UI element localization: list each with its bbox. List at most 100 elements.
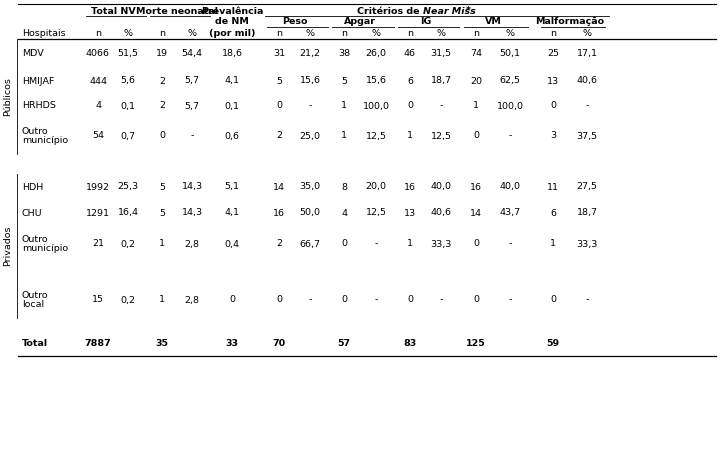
Text: 5: 5 xyxy=(276,76,282,86)
Text: -: - xyxy=(585,295,589,304)
Text: 54: 54 xyxy=(92,131,104,141)
Text: %: % xyxy=(437,29,445,37)
Text: -: - xyxy=(508,239,512,248)
Text: Hospitais: Hospitais xyxy=(22,29,66,37)
Text: 6: 6 xyxy=(550,208,556,217)
Text: 35: 35 xyxy=(156,339,169,349)
Text: 83: 83 xyxy=(403,339,416,349)
Text: (por mil): (por mil) xyxy=(209,29,256,37)
Text: n: n xyxy=(159,29,165,37)
Text: -: - xyxy=(308,101,312,111)
Text: 18,7: 18,7 xyxy=(576,208,597,217)
Text: %: % xyxy=(371,29,381,37)
Text: -: - xyxy=(439,101,442,111)
Text: 19: 19 xyxy=(156,49,168,58)
Text: 0,2: 0,2 xyxy=(120,295,135,304)
Text: n: n xyxy=(407,29,413,37)
Text: 37,5: 37,5 xyxy=(576,131,597,141)
Text: 15,6: 15,6 xyxy=(300,76,321,86)
Text: município: município xyxy=(22,244,68,253)
Text: 8: 8 xyxy=(341,182,347,192)
Text: 1291: 1291 xyxy=(86,208,110,217)
Text: -: - xyxy=(585,101,589,111)
Text: 46: 46 xyxy=(404,49,416,58)
Text: 0: 0 xyxy=(276,295,282,304)
Text: 20: 20 xyxy=(470,76,482,86)
Text: Total: Total xyxy=(22,339,48,349)
Text: 2,8: 2,8 xyxy=(185,295,200,304)
Text: 5: 5 xyxy=(159,208,165,217)
Text: *: * xyxy=(466,6,471,15)
Text: 1: 1 xyxy=(159,239,165,248)
Text: 1: 1 xyxy=(341,131,347,141)
Text: 59: 59 xyxy=(547,339,560,349)
Text: -: - xyxy=(190,131,194,141)
Text: 25,3: 25,3 xyxy=(117,182,138,192)
Text: 0: 0 xyxy=(341,295,347,304)
Text: -: - xyxy=(308,295,312,304)
Text: 0: 0 xyxy=(407,101,413,111)
Text: 2: 2 xyxy=(159,76,165,86)
Text: n: n xyxy=(95,29,101,37)
Text: Critérios de: Critérios de xyxy=(357,6,423,15)
Text: 25,0: 25,0 xyxy=(300,131,321,141)
Text: 2,8: 2,8 xyxy=(185,239,200,248)
Text: 31,5: 31,5 xyxy=(431,49,452,58)
Text: %: % xyxy=(188,29,196,37)
Text: Malformação: Malformação xyxy=(536,17,605,26)
Text: 13: 13 xyxy=(404,208,416,217)
Text: de NM: de NM xyxy=(215,17,249,26)
Text: 0,1: 0,1 xyxy=(224,101,240,111)
Text: 0,7: 0,7 xyxy=(120,131,135,141)
Text: 1: 1 xyxy=(159,295,165,304)
Text: 1: 1 xyxy=(407,239,413,248)
Text: Outro: Outro xyxy=(22,291,49,300)
Text: 1: 1 xyxy=(473,101,479,111)
Text: 54,4: 54,4 xyxy=(182,49,203,58)
Text: -: - xyxy=(374,295,378,304)
Text: 0: 0 xyxy=(550,101,556,111)
Text: 74: 74 xyxy=(470,49,482,58)
Text: 100,0: 100,0 xyxy=(363,101,390,111)
Text: 50,1: 50,1 xyxy=(500,49,521,58)
Text: 40,0: 40,0 xyxy=(431,182,452,192)
Text: 16,4: 16,4 xyxy=(117,208,138,217)
Text: 14: 14 xyxy=(470,208,482,217)
Text: 35,0: 35,0 xyxy=(300,182,321,192)
Text: 100,0: 100,0 xyxy=(497,101,523,111)
Text: 2: 2 xyxy=(159,101,165,111)
Text: 11: 11 xyxy=(547,182,559,192)
Text: 70: 70 xyxy=(272,339,285,349)
Text: 50,0: 50,0 xyxy=(300,208,321,217)
Text: 62,5: 62,5 xyxy=(500,76,521,86)
Text: 5,1: 5,1 xyxy=(224,182,240,192)
Text: HMIJAF: HMIJAF xyxy=(22,76,54,86)
Text: 15: 15 xyxy=(92,295,104,304)
Text: 4: 4 xyxy=(95,101,101,111)
Text: 21,2: 21,2 xyxy=(300,49,321,58)
Text: 18,7: 18,7 xyxy=(431,76,452,86)
Text: 16: 16 xyxy=(404,182,416,192)
Text: 14: 14 xyxy=(273,182,285,192)
Text: 66,7: 66,7 xyxy=(300,239,321,248)
Text: n: n xyxy=(473,29,479,37)
Text: 0: 0 xyxy=(473,239,479,248)
Text: 5,7: 5,7 xyxy=(185,76,200,86)
Text: 40,0: 40,0 xyxy=(500,182,521,192)
Text: 27,5: 27,5 xyxy=(576,182,597,192)
Text: %: % xyxy=(505,29,515,37)
Text: 0: 0 xyxy=(473,131,479,141)
Text: 57: 57 xyxy=(337,339,350,349)
Text: VM: VM xyxy=(484,17,502,26)
Text: local: local xyxy=(22,300,44,309)
Text: MDV: MDV xyxy=(22,49,43,58)
Text: 33,3: 33,3 xyxy=(430,239,452,248)
Text: Morte neonatal: Morte neonatal xyxy=(136,6,218,15)
Text: 40,6: 40,6 xyxy=(576,76,597,86)
Text: 4,1: 4,1 xyxy=(224,76,240,86)
Text: 3: 3 xyxy=(550,131,556,141)
Text: n: n xyxy=(341,29,347,37)
Text: 43,7: 43,7 xyxy=(500,208,521,217)
Text: Peso: Peso xyxy=(282,17,307,26)
Text: 14,3: 14,3 xyxy=(182,182,203,192)
